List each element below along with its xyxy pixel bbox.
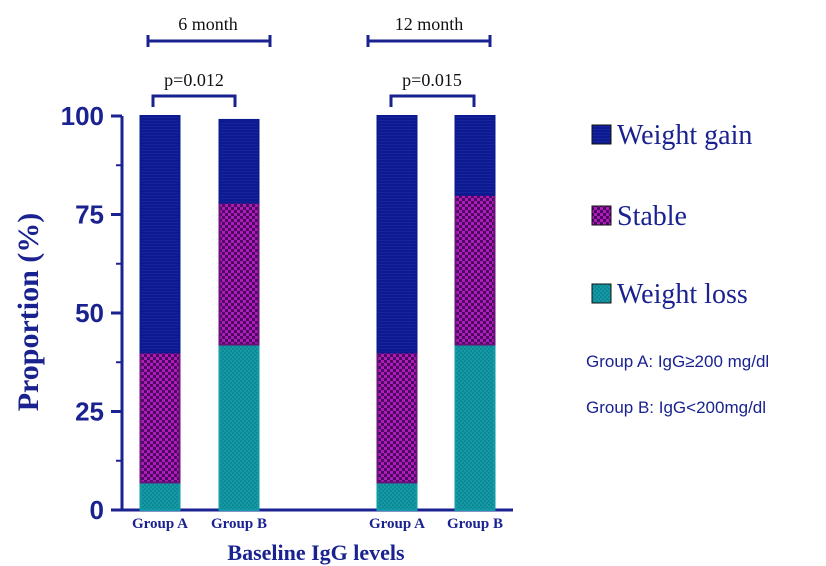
bar-segment-weight-loss [376,481,418,512]
legend-swatch-weight-loss [591,283,612,304]
legend-swatch-weight-gain [591,124,612,145]
bar-segment-stable [454,193,496,346]
bar-segment-stable [376,351,418,484]
y-tick-label: 0 [90,495,104,525]
bar-segment-weight-loss [218,343,260,511]
bar-segment-weight-loss [454,343,496,511]
y-tick-label: 50 [75,298,104,328]
y-axis-title: Proportion (%) [12,213,45,412]
group-label-12-month: 12 month [395,14,464,34]
bars [139,115,496,512]
legend: Weight gain Stable Weight loss [591,120,752,310]
legend-swatch-stable [591,205,612,226]
bracket-6-month: 6 month [146,14,272,47]
bar-segment-weight-gain [376,115,418,354]
bar-segment-weight-gain [139,115,181,354]
x-category-label: Group A [132,516,188,532]
bracket-12-month-line [366,35,492,47]
group-label-6-month: 6 month [178,14,238,34]
legend-label-weight-gain: Weight gain [617,120,752,151]
bar-segment-stable [218,201,260,346]
pvalue-6-month-line [151,94,237,107]
y-ticks: 0 25 50 75 100 [61,101,122,525]
pvalue-6-month: p=0.012 [151,70,237,107]
bar-segment-weight-loss [139,481,181,512]
x-axis-title: Baseline IgG levels [227,540,405,565]
x-category-label: Group B [447,516,503,532]
legend-label-weight-loss: Weight loss [617,279,748,310]
bracket-12-month: 12 month [366,14,492,47]
note-group-a: Group A: IgG≥200 mg/dl [586,352,769,371]
legend-label-stable: Stable [617,201,687,232]
note-group-b: Group B: IgG<200mg/dl [586,398,766,417]
y-tick-label: 100 [61,101,104,131]
pvalue-label-12-month: p=0.015 [402,70,462,90]
x-category-label: Group B [211,516,267,532]
bar-segment-stable [139,351,181,484]
category-labels: Group A Group B Group A Group B [132,516,503,532]
pvalue-12-month-line [389,94,476,107]
bar-segment-weight-gain [218,118,260,204]
pvalue-12-month: p=0.015 [389,70,476,107]
bracket-6-month-line [146,35,272,47]
bar-segment-weight-gain [454,115,496,196]
y-tick-label: 25 [75,397,104,427]
x-category-label: Group A [369,516,425,532]
y-tick-label: 75 [75,200,104,230]
pvalue-label-6-month: p=0.012 [164,70,224,90]
